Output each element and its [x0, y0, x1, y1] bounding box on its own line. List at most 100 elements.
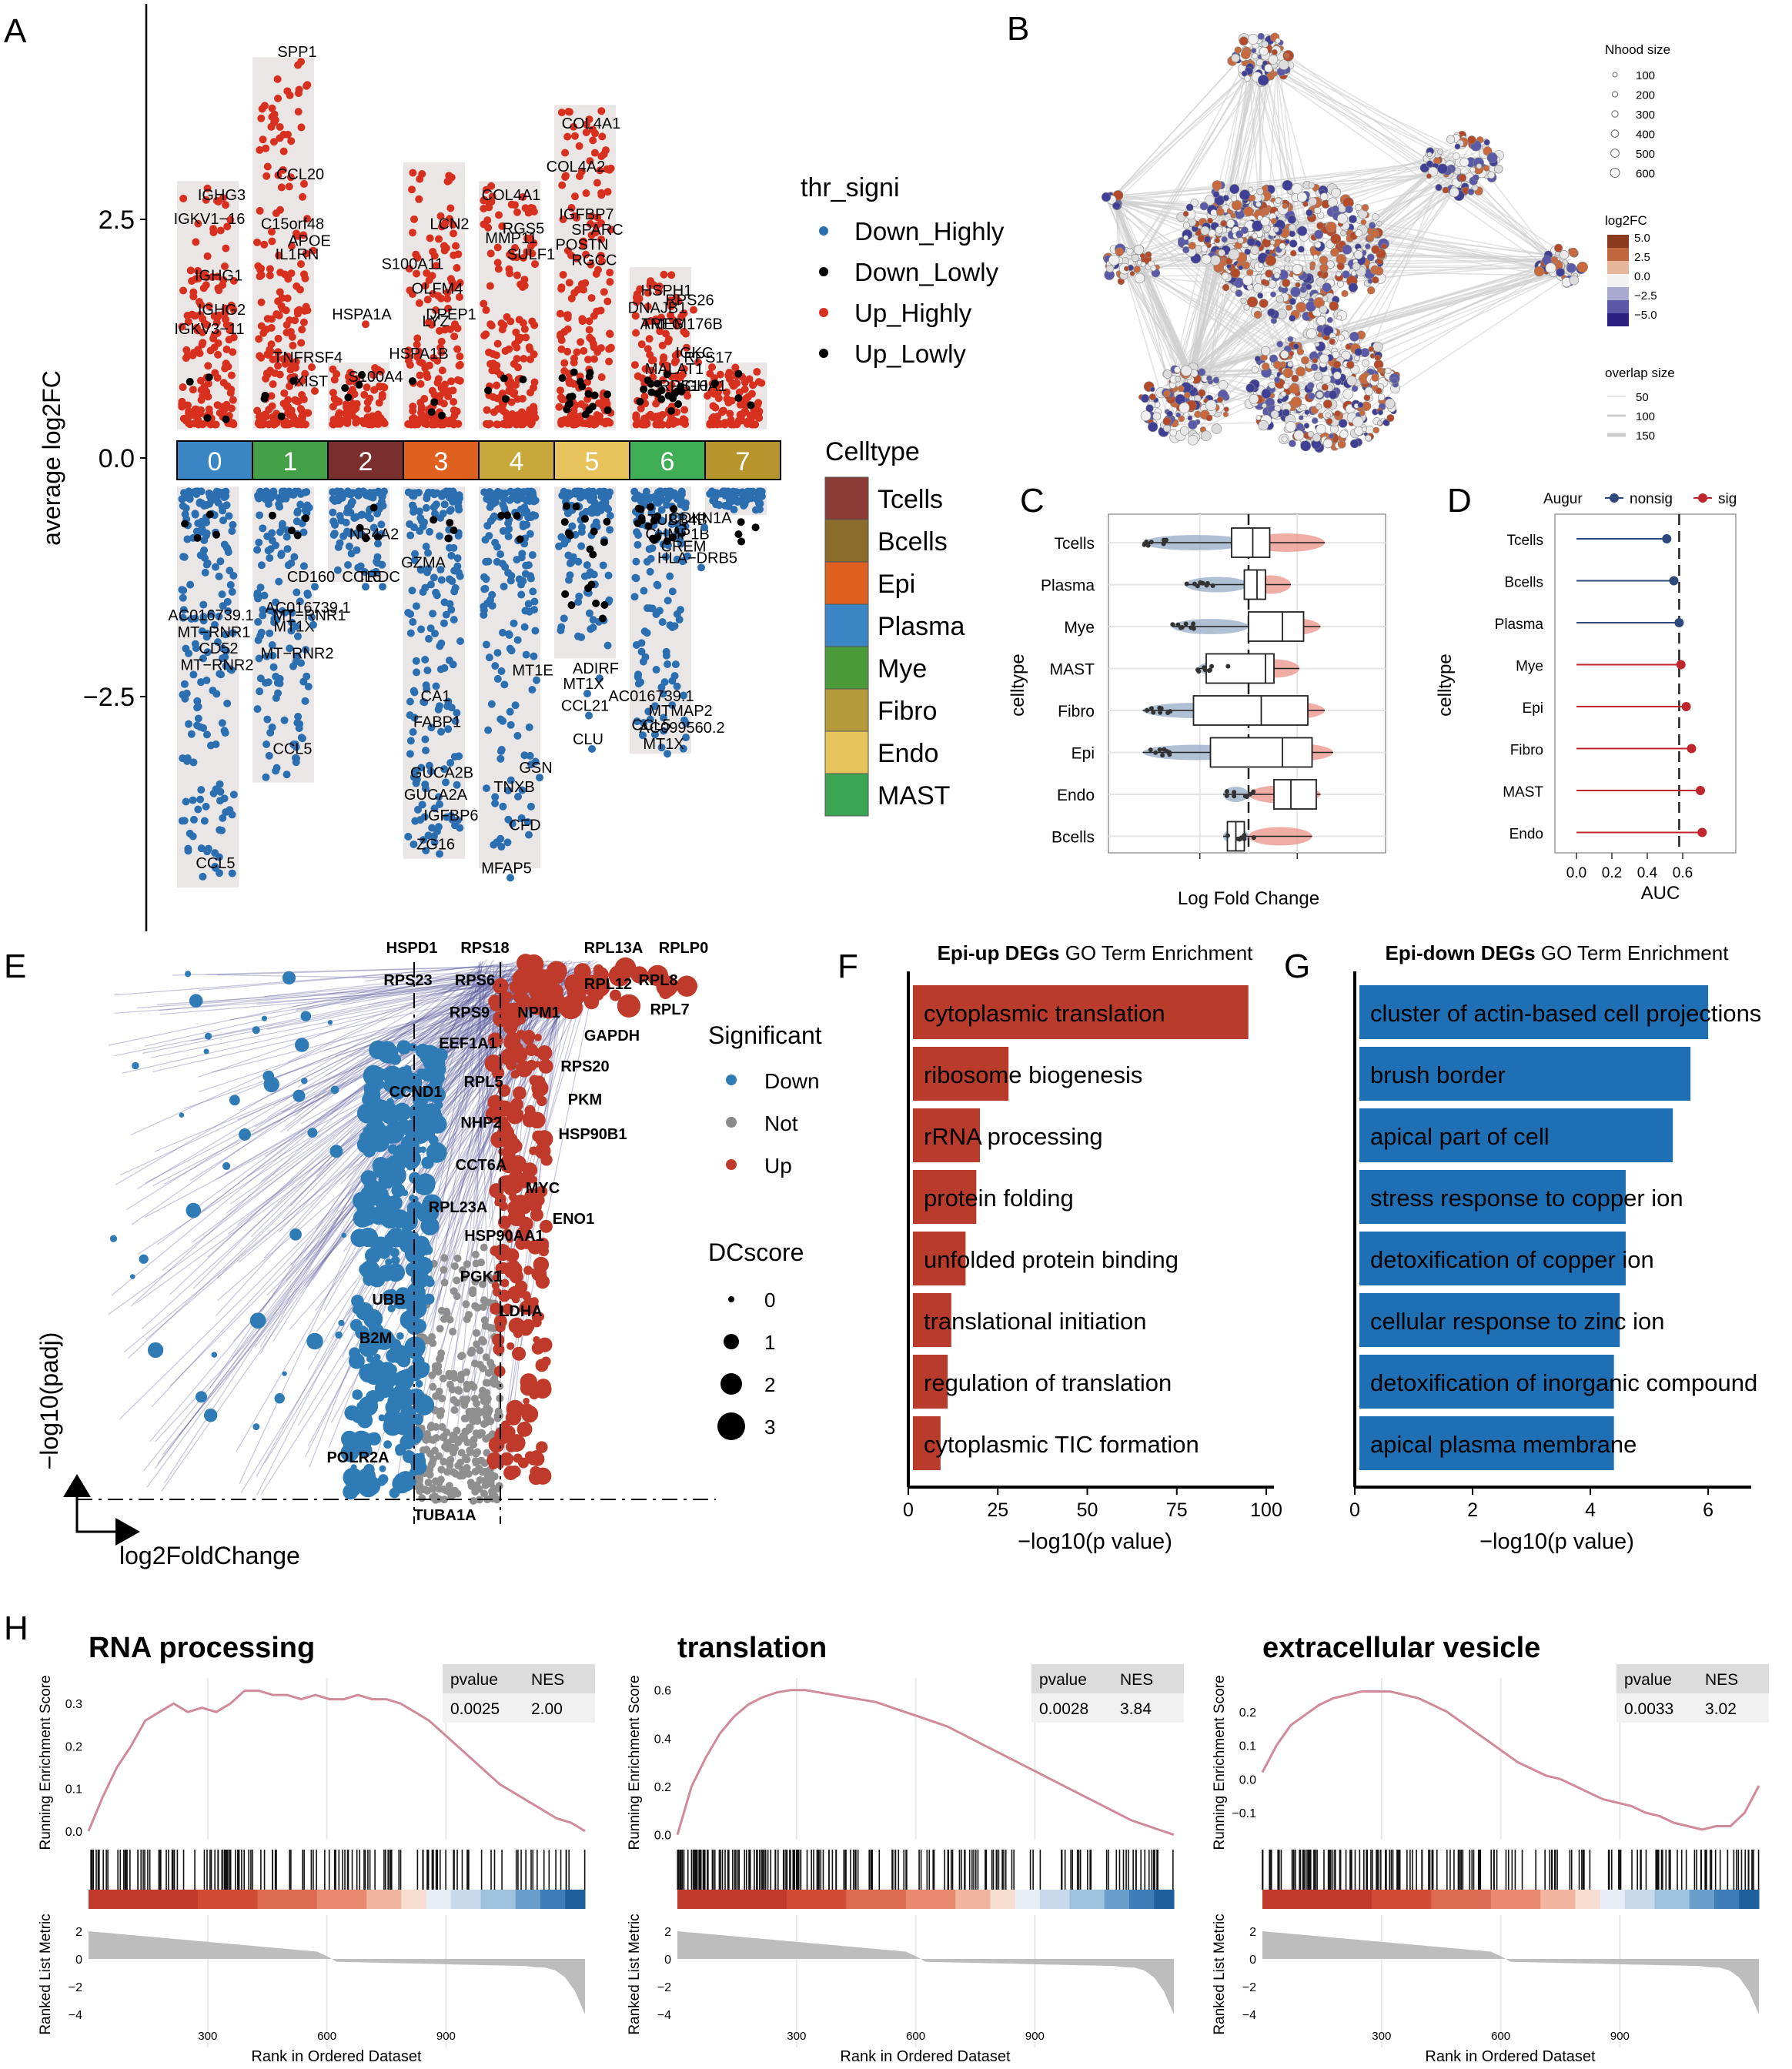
point-up [565, 279, 573, 287]
point-down [299, 528, 308, 536]
point-up [424, 318, 433, 326]
nhood-node [1472, 174, 1479, 182]
nhood-node [1248, 186, 1254, 192]
point-down [299, 562, 308, 570]
point-up-lowly [205, 373, 213, 382]
legend-swatch [819, 226, 828, 236]
nhood-node [1262, 362, 1270, 371]
point-up [510, 389, 518, 398]
color-tick: 0.0 [1634, 270, 1650, 283]
nhood-node [1372, 212, 1379, 221]
point-down [486, 516, 495, 525]
point-down [222, 662, 230, 670]
point-down [482, 784, 490, 793]
point-up [257, 264, 266, 272]
point-down [216, 787, 225, 796]
point-up [419, 412, 427, 420]
point-down-lowly [587, 580, 596, 589]
point-down [180, 817, 189, 825]
point-up [482, 419, 490, 428]
point-down [437, 576, 446, 584]
point-down [498, 560, 507, 568]
gene-label: MALAT1 [645, 361, 704, 378]
point-up [194, 346, 202, 354]
point-up [575, 142, 583, 150]
point-up [559, 270, 567, 279]
nhood-node [1279, 242, 1286, 250]
point-down [529, 511, 537, 520]
nhood-node [1273, 226, 1279, 233]
nhood-node [1330, 248, 1339, 257]
nhood-node [1255, 415, 1262, 421]
point-up [369, 371, 378, 379]
point-up [499, 407, 507, 416]
point-up [455, 362, 463, 370]
point-up [287, 137, 296, 145]
point-down [287, 559, 296, 567]
point-up [368, 420, 376, 429]
nhood-node [1183, 235, 1189, 241]
point-up [417, 405, 426, 413]
point-down [668, 587, 677, 596]
nhood-node [1281, 436, 1288, 443]
point-up [606, 269, 614, 277]
celltype-label: Mye [878, 654, 927, 684]
point-down [498, 628, 507, 637]
point-down [429, 610, 437, 618]
panel-b-nhood-graph: Nhood size100200300400500600log2FC5.02.5… [1101, 32, 1675, 453]
color-tick: −5.0 [1634, 309, 1657, 322]
nhood-node [1257, 74, 1269, 86]
nhood-node [1289, 314, 1296, 322]
point-up [443, 295, 452, 303]
point-down [272, 616, 281, 624]
point-down [493, 543, 501, 551]
point-down [664, 660, 672, 669]
point-up [298, 390, 306, 399]
point-down [204, 844, 212, 853]
point-down [203, 559, 212, 567]
point-up [274, 348, 283, 356]
point-up [517, 333, 525, 342]
nhood-node [1296, 348, 1305, 356]
nhood-node [1282, 202, 1289, 209]
nhood-node [1338, 419, 1348, 428]
nhood-node [1454, 143, 1461, 150]
nhood-node [1273, 272, 1280, 279]
point-up [563, 311, 572, 319]
point-down [348, 497, 356, 506]
point-down [450, 587, 459, 596]
nhood-node [1214, 237, 1221, 244]
nhood-node [1188, 419, 1198, 430]
nhood-node [1296, 366, 1306, 377]
nhood-node [1271, 48, 1278, 55]
nhood-node [1377, 393, 1386, 401]
point-up-lowly [558, 374, 567, 383]
nhood-node [1329, 433, 1335, 440]
point-up [184, 317, 192, 326]
point-down [630, 593, 639, 601]
point-down [229, 629, 237, 637]
nhood-node [1249, 194, 1256, 202]
point-up [329, 403, 337, 411]
point-down [218, 719, 226, 727]
point-up [520, 355, 528, 363]
point-down [668, 623, 677, 631]
nhood-node [1273, 360, 1282, 369]
point-up [718, 408, 727, 416]
nhood-node [1296, 192, 1308, 202]
point-up [482, 330, 490, 339]
point-up [437, 383, 446, 392]
category-label: Fibro [1510, 743, 1543, 759]
point-up [446, 204, 455, 212]
point-down [520, 623, 529, 631]
point-up [378, 390, 386, 399]
point-down [406, 697, 414, 706]
nhood-node [1435, 183, 1443, 192]
point-down [677, 487, 686, 496]
point-down [296, 500, 305, 509]
point-up [736, 400, 744, 409]
point-up-lowly [657, 395, 666, 403]
outlier [1225, 663, 1231, 669]
point-up-lowly [501, 395, 510, 403]
point-up [363, 383, 371, 392]
